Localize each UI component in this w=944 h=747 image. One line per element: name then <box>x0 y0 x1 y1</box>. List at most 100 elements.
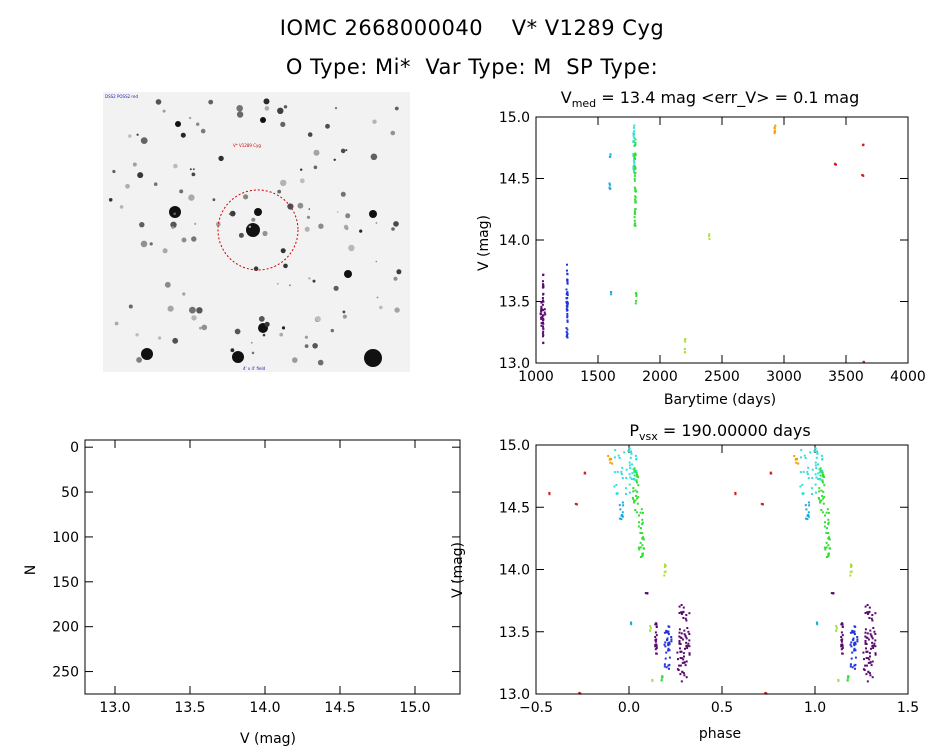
phased-point-lightblue <box>621 511 624 514</box>
phased-point-green <box>660 679 663 682</box>
finder-star <box>334 107 338 110</box>
phased-point-purple <box>681 638 684 641</box>
lightcurve-point-lightblue <box>608 155 611 158</box>
finder-star <box>396 269 402 275</box>
phased-point-orange <box>607 455 610 457</box>
lightcurve-point-green <box>633 222 636 225</box>
phased-point-green <box>823 525 826 528</box>
lightcurve-point-blue <box>566 305 569 308</box>
phased-point-blue <box>849 643 852 646</box>
lightcurve-point-purple <box>542 327 545 330</box>
phased-point-purple <box>680 632 683 635</box>
finder-star <box>251 351 255 355</box>
phased-point-green <box>827 555 830 558</box>
lightcurve-point-blue <box>566 297 569 299</box>
phased-point-green <box>637 546 640 549</box>
phased-point-purple <box>654 640 657 643</box>
finder-star <box>128 304 133 309</box>
phased-point-purple <box>681 671 684 674</box>
lightcurve-xtick-label: 1000 <box>518 369 554 385</box>
phased-point-cyan <box>613 471 616 474</box>
phased-point-purple <box>679 650 682 653</box>
lightcurve-point-green <box>633 155 636 157</box>
phased-point-purple <box>840 636 843 638</box>
finder-star <box>162 109 166 113</box>
phased-point-cyan <box>625 468 628 471</box>
phased-point-purple <box>682 617 685 619</box>
phased-point-purple <box>870 635 873 638</box>
phased-point-purple <box>873 642 876 645</box>
phased-point-blue <box>853 633 856 636</box>
phased-point-purple <box>863 669 866 671</box>
phased-point-purple <box>841 634 844 637</box>
page-subtitle: O Type: Mi* Var Type: M SP Type: <box>285 55 659 79</box>
phased-point-purple <box>869 674 872 677</box>
phased-point-blue <box>665 651 668 654</box>
phased-point-purple <box>867 661 870 664</box>
lightcurve-xtick-label: 4000 <box>890 369 926 385</box>
phased-point-orange <box>609 461 612 464</box>
finder-star <box>200 128 206 134</box>
phased-point-cyan <box>804 457 807 459</box>
lightcurve-point-purple <box>542 342 545 345</box>
phased-point-cyan <box>630 451 633 454</box>
phased-point-yellowgreen <box>835 627 838 629</box>
finder-star <box>236 105 243 112</box>
lightcurve-point-lightblue <box>610 291 613 294</box>
phased-point-purple <box>682 652 685 655</box>
phased-point-blue <box>852 630 855 633</box>
finder-star <box>313 149 320 156</box>
histogram-xtick-label: 13.5 <box>174 700 205 716</box>
lightcurve-point-green <box>634 198 637 201</box>
phased-point-yellowgreen <box>649 629 652 632</box>
phased-point-cyan <box>620 473 623 475</box>
phased-point-green <box>660 676 663 679</box>
lightcurve-point-blue <box>566 294 569 297</box>
phased-point-purple <box>679 657 682 659</box>
phased-point-red <box>583 472 586 475</box>
phased-point-purple <box>679 647 681 650</box>
finder-star <box>280 248 286 254</box>
phased-point-green <box>826 556 828 558</box>
phased-point-cyan <box>624 487 627 490</box>
phased-point-purple <box>868 658 871 661</box>
phased-ylabel: V (mag) <box>450 542 466 598</box>
finder-star <box>280 179 287 187</box>
phased-point-cyan <box>629 467 632 470</box>
lightcurve-point-blue <box>566 312 569 315</box>
phased-point-cyan <box>817 472 820 475</box>
finder-star <box>199 326 202 330</box>
finder-star <box>179 189 184 194</box>
phased-point-green <box>827 511 830 514</box>
phased-point-purple <box>866 613 869 615</box>
phased-point-blue <box>853 647 856 650</box>
phased-point-green <box>823 546 826 549</box>
phased-ytick-label: 14.0 <box>499 563 530 579</box>
lightcurve-xtick-label: 3500 <box>828 369 864 385</box>
phased-point-blue <box>852 637 855 640</box>
finder-star <box>375 260 378 263</box>
phased-point-purple <box>865 647 867 650</box>
phased-point-purple <box>841 644 844 647</box>
phased-point-purple <box>687 630 690 633</box>
finder-star <box>312 343 318 349</box>
finder-star <box>345 149 348 152</box>
lightcurve-point-yellowgreen <box>708 238 711 241</box>
phased-point-cyan <box>632 468 635 471</box>
histogram-ytick-label: 250 <box>52 665 79 681</box>
phased-point-green <box>637 476 639 479</box>
phased-point-cyan <box>801 483 804 486</box>
finder-star <box>333 285 339 291</box>
phased-point-cyan <box>629 476 632 479</box>
lightcurve-point-blue <box>566 314 569 317</box>
lightcurve-point-green <box>634 138 637 141</box>
lightcurve-point-blue <box>565 327 568 330</box>
phased-point-purple <box>654 639 657 642</box>
phased-point-green <box>818 490 821 493</box>
phased-point-blue <box>665 666 668 669</box>
page-title: IOMC 2668000040 V* V1289 Cyg <box>279 16 665 40</box>
histogram-xtick-label: 13.0 <box>99 700 130 716</box>
phased-point-purple <box>841 652 844 655</box>
finder-star <box>262 333 266 337</box>
